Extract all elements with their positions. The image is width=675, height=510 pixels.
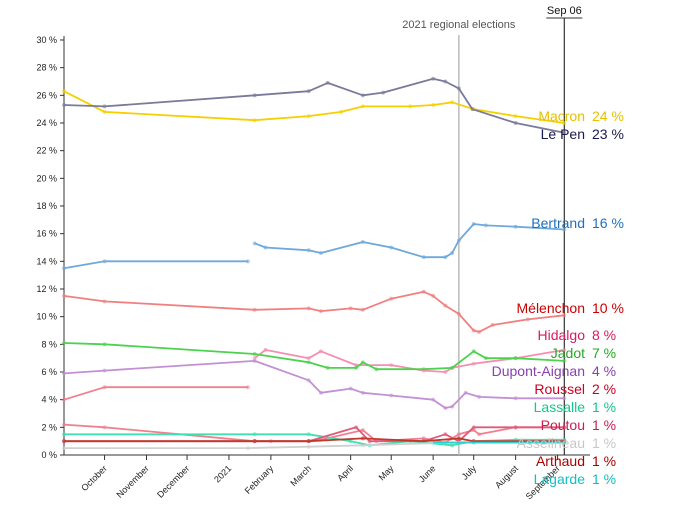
- trend-line-macron: [63, 90, 565, 124]
- x-tick-label: June: [417, 463, 438, 484]
- y-tick-label: 26 %: [36, 90, 57, 100]
- y-tick-label: 8 %: [41, 339, 57, 349]
- candidate-name-macron: Macron: [538, 108, 585, 124]
- y-tick-label: 4 %: [41, 395, 57, 405]
- y-tick-label: 30 %: [36, 35, 57, 45]
- candidate-value-hidalgo: 8 %: [592, 327, 616, 343]
- candidate-name-arthaud: Arthaud: [536, 453, 585, 469]
- candidate-value-lassalle: 1 %: [592, 399, 616, 415]
- y-tick-label: 22 %: [36, 146, 57, 156]
- x-tick-label: February: [243, 463, 276, 496]
- poll-dot: [562, 358, 567, 363]
- candidate-value-roussel: 2 %: [592, 381, 616, 397]
- poll-dot: [62, 340, 66, 345]
- candidate-value-asselineau: 1 %: [592, 435, 616, 451]
- x-tick-label: July: [460, 463, 479, 482]
- candidate-name-bertrand: Bertrand: [531, 215, 585, 231]
- x-tick-label: December: [155, 463, 191, 499]
- candidate-value-bertrand: 16 %: [592, 215, 624, 231]
- trend-line-bertrand: [63, 260, 248, 270]
- poll-dots: [62, 76, 567, 451]
- trend-line-roussel: [63, 386, 248, 401]
- y-tick-label: 24 %: [36, 118, 57, 128]
- x-tick-label: May: [377, 463, 396, 482]
- candidate-value-macron: 24 %: [592, 108, 624, 124]
- candidate-name-jadot: Jadot: [551, 345, 585, 361]
- candidate-name-asselineau: Asselineau: [517, 435, 586, 451]
- current-date-label: Sep 06: [547, 5, 582, 17]
- candidate-value-poutou: 1 %: [592, 417, 616, 433]
- candidate-name-poutou: Poutou: [541, 417, 585, 433]
- y-tick-label: 2 %: [41, 422, 57, 432]
- candidate-value-le pen: 23 %: [592, 126, 624, 142]
- x-tick-label: August: [493, 463, 520, 490]
- y-tick-label: 10 %: [36, 312, 57, 322]
- poll-dot: [562, 396, 567, 401]
- candidate-name-roussel: Roussel: [534, 381, 585, 397]
- candidate-value-lagarde: 1 %: [592, 471, 616, 487]
- x-tick-label: November: [114, 463, 150, 499]
- x-tick-label: March: [288, 463, 313, 488]
- event-label: 2021 regional elections: [402, 19, 516, 31]
- candidate-name-hidalgo: Hidalgo: [538, 327, 586, 343]
- candidate-name-le pen: Le Pen: [541, 126, 585, 142]
- candidate-labels: Macron 24 % Le Pen 23 % Bertrand 16 % Mélencho…: [492, 108, 624, 487]
- candidate-name-mélenchon: Mélenchon: [517, 300, 586, 316]
- trend-lines: [63, 77, 565, 449]
- y-tick-label: 14 %: [36, 256, 57, 266]
- poll-dot: [562, 227, 567, 232]
- trend-line-jadot: [63, 342, 565, 371]
- y-tick-label: 20 %: [36, 173, 57, 183]
- poll-dot: [562, 425, 567, 430]
- candidate-name-lassalle: Lassalle: [534, 399, 586, 415]
- x-tick-label: October: [79, 463, 109, 493]
- candidate-name-dupont-aignan: Dupont-Aignan: [492, 363, 585, 379]
- trend-line-dupont-aignan: [63, 360, 565, 409]
- y-tick-label: 6 %: [41, 367, 57, 377]
- x-tick-label: April: [335, 463, 355, 483]
- candidate-value-mélenchon: 10 %: [592, 300, 624, 316]
- candidate-value-dupont-aignan: 4 %: [592, 363, 616, 379]
- trend-line-bertrand: [254, 223, 565, 259]
- trend-line-le pen: [63, 77, 565, 134]
- y-tick-label: 16 %: [36, 229, 57, 239]
- y-tick-label: 18 %: [36, 201, 57, 211]
- y-axis: 0 % 2 % 4 % 6 % 8 % 10 % 12 % 14 % 16 % 18 % 20 % 2…: [36, 35, 65, 460]
- y-tick-label: 28 %: [36, 63, 57, 73]
- y-tick-label: 12 %: [36, 284, 57, 294]
- trend-line-mélenchon: [63, 290, 565, 333]
- trend-line-arthaud: [64, 437, 565, 443]
- candidate-value-arthaud: 1 %: [592, 453, 616, 469]
- trend-line-hidalgo: [254, 349, 565, 373]
- x-tick-label: 2021: [212, 463, 233, 484]
- y-tick-label: 0 %: [41, 450, 57, 460]
- candidate-name-lagarde: Lagarde: [534, 471, 586, 487]
- candidate-value-jadot: 7 %: [592, 345, 616, 361]
- x-axis: October November December 2021 February March…: [64, 454, 590, 502]
